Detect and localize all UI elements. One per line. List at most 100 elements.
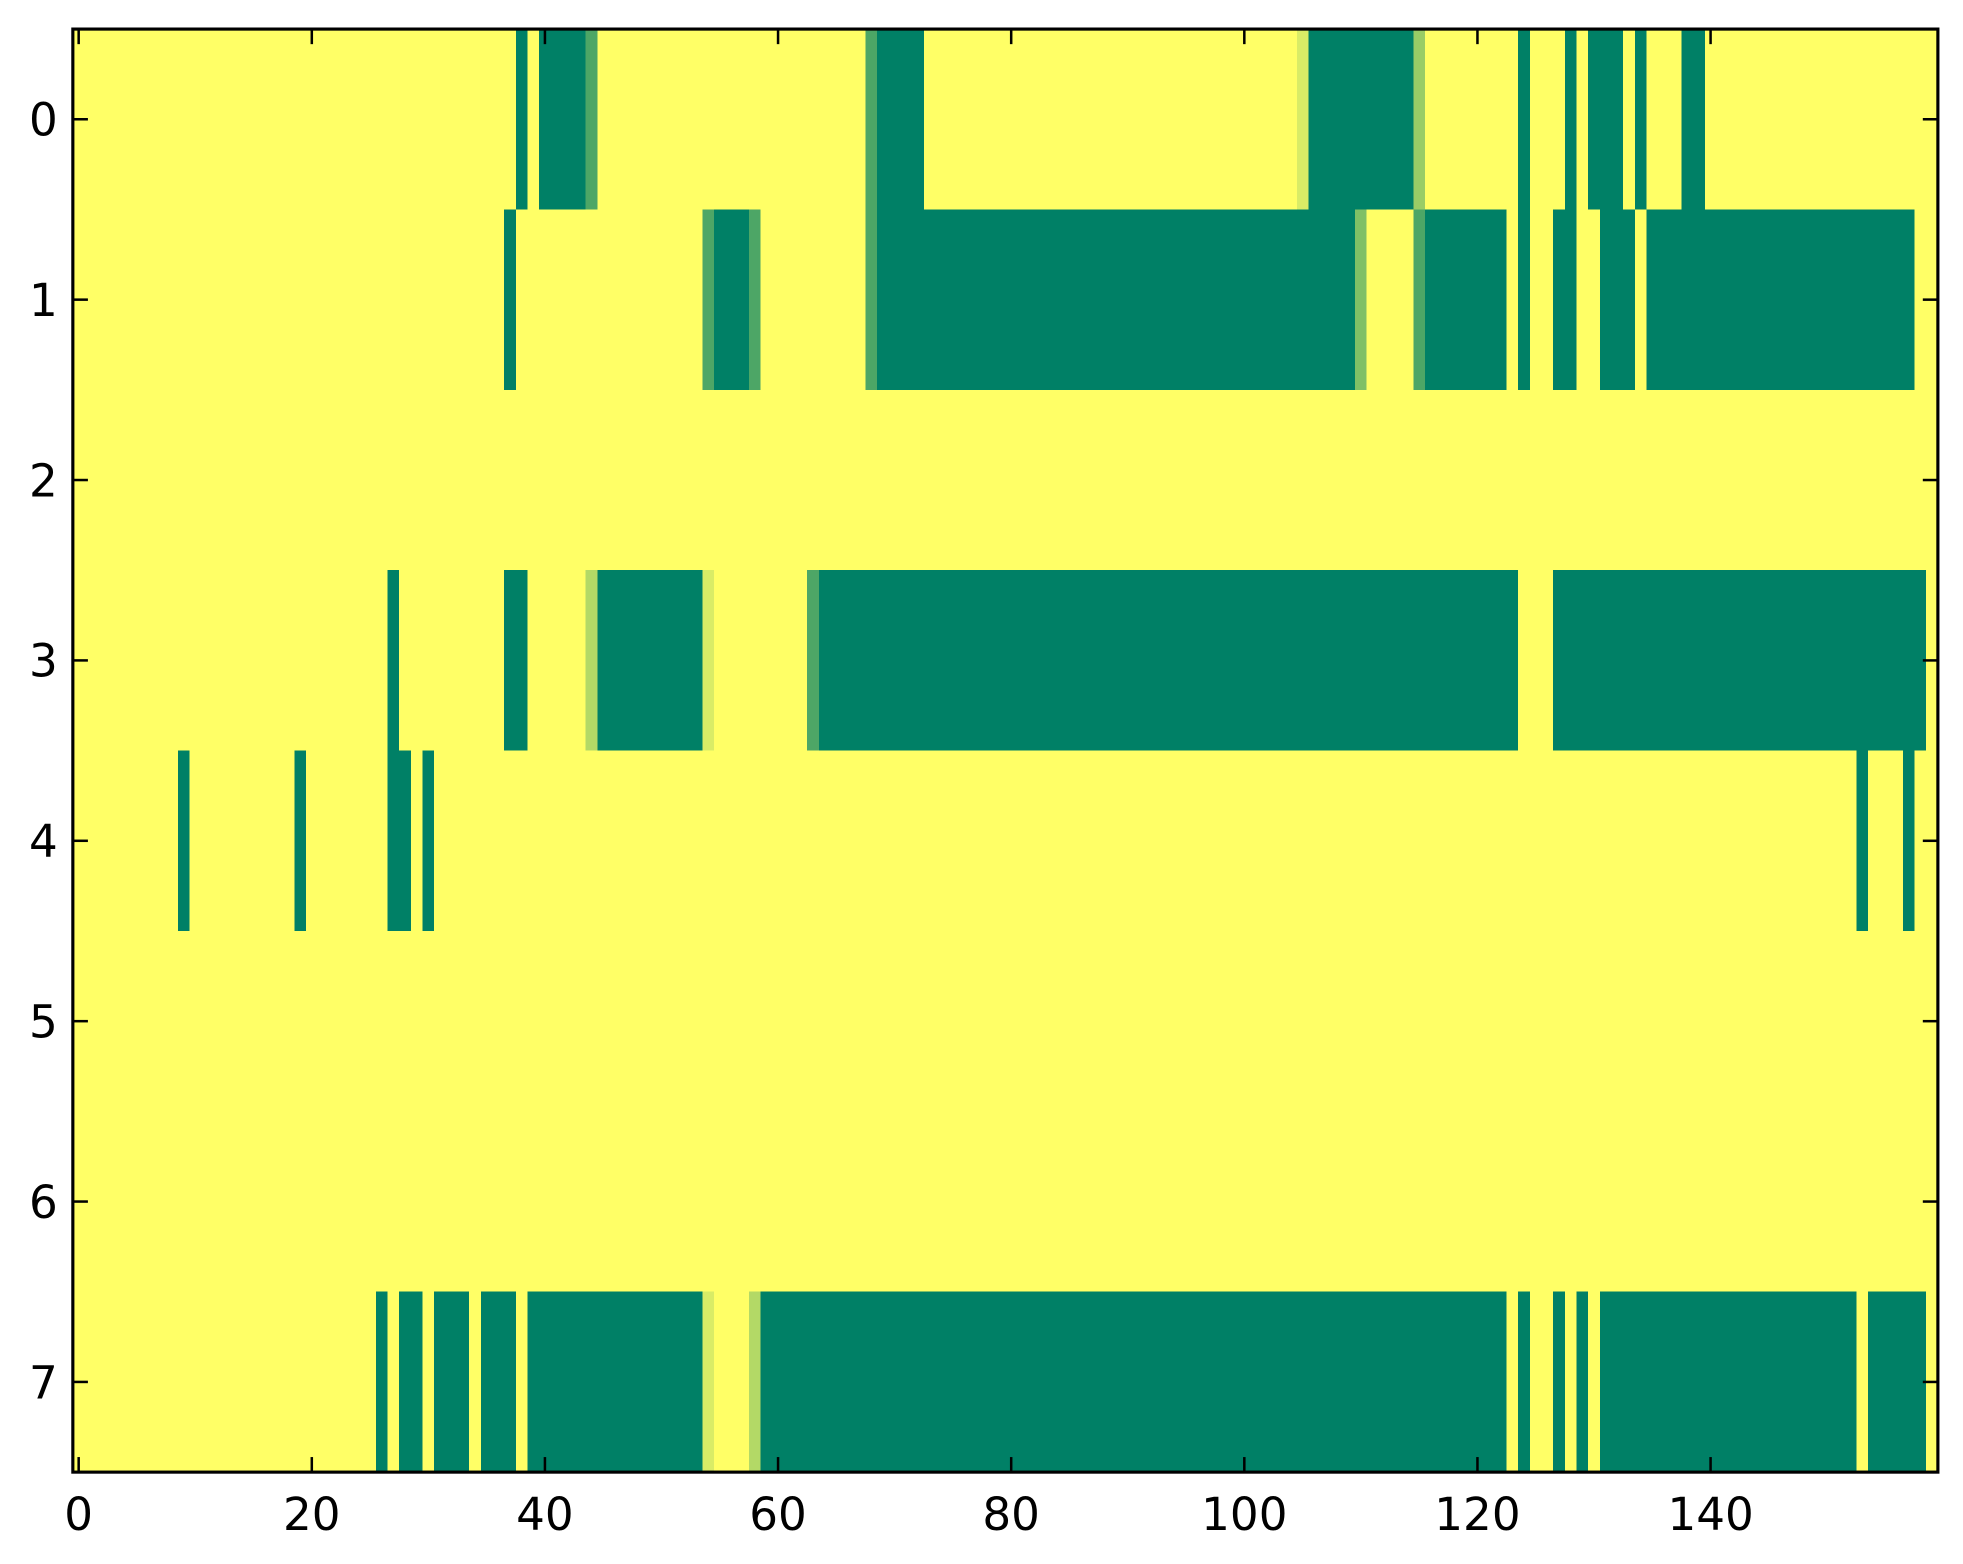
heatmap-cell: [1879, 1111, 1892, 1293]
heatmap-cell: [340, 209, 354, 391]
heatmap-cell: [1156, 570, 1170, 752]
y-tick-label: 5: [29, 996, 58, 1049]
heatmap-cell: [131, 1111, 144, 1293]
heatmap-cell: [1611, 750, 1624, 932]
heatmap-cell: [1634, 930, 1647, 1112]
heatmap-cell: [690, 1111, 703, 1293]
heatmap-cell: [1728, 389, 1741, 571]
heatmap-cell: [1261, 209, 1274, 391]
heatmap-cell: [422, 29, 435, 210]
heatmap-cell: [527, 29, 540, 210]
heatmap-cell: [1331, 209, 1344, 391]
heatmap-cell: [119, 1291, 132, 1473]
heatmap-cell: [1751, 1291, 1764, 1473]
heatmap-cell: [644, 29, 657, 210]
heatmap-cell: [993, 1291, 1006, 1473]
heatmap-cell: [1436, 930, 1449, 1112]
heatmap-cell: [550, 750, 563, 932]
heatmap-cell: [713, 209, 727, 391]
heatmap-cell: [1017, 570, 1030, 752]
heatmap-cell: [527, 1111, 540, 1293]
heatmap-cell: [958, 570, 971, 752]
heatmap-cell: [737, 570, 750, 752]
heatmap-cell: [515, 930, 528, 1112]
heatmap-cell: [550, 1111, 563, 1293]
heatmap-cell: [1273, 29, 1286, 210]
heatmap-cell: [690, 29, 703, 210]
heatmap-cell: [1716, 1111, 1729, 1293]
heatmap-cell: [702, 570, 715, 752]
heatmap-cell: [1599, 29, 1613, 210]
heatmap-cell: [1110, 209, 1123, 391]
heatmap-cell: [818, 29, 832, 210]
heatmap-cell: [900, 1111, 913, 1293]
heatmap-cell: [1529, 29, 1543, 210]
heatmap-cell: [236, 570, 249, 752]
heatmap-cell: [1856, 209, 1869, 391]
heatmap-cell: [212, 1291, 225, 1473]
heatmap-cell: [1541, 1291, 1554, 1473]
heatmap-cell: [900, 570, 913, 752]
heatmap-cell: [1623, 29, 1636, 210]
heatmap-cell: [713, 750, 727, 932]
heatmap-cell: [247, 930, 260, 1112]
heatmap-cell: [212, 29, 225, 210]
heatmap-cell: [1390, 570, 1403, 752]
heatmap-cell: [1553, 930, 1566, 1112]
heatmap-cell: [702, 1291, 715, 1473]
heatmap-cell: [539, 1111, 552, 1293]
heatmap-cell: [1051, 750, 1065, 932]
heatmap-cell: [96, 750, 109, 932]
heatmap-cell: [1238, 1111, 1251, 1293]
heatmap-cell: [760, 209, 773, 391]
heatmap-cell: [655, 1291, 668, 1473]
heatmap-cell: [1658, 389, 1671, 571]
heatmap-cell: [597, 1291, 610, 1473]
heatmap-cell: [667, 1291, 680, 1473]
heatmap-cell: [842, 750, 855, 932]
heatmap-cell: [142, 389, 155, 571]
heatmap-cell: [632, 209, 645, 391]
heatmap-cell: [1879, 570, 1892, 752]
heatmap-cell: [1564, 570, 1578, 752]
heatmap-cell: [1145, 1111, 1158, 1293]
heatmap-cell: [399, 1291, 412, 1473]
heatmap-cell: [504, 1291, 517, 1473]
heatmap-cell: [236, 209, 249, 391]
heatmap-cell: [1809, 29, 1822, 210]
heatmap-cell: [504, 1111, 517, 1293]
heatmap-cell: [154, 570, 167, 752]
heatmap-cell: [457, 570, 470, 752]
heatmap-cell: [667, 29, 680, 210]
heatmap-cell: [1774, 1291, 1787, 1473]
heatmap-cell: [1180, 29, 1193, 210]
heatmap-cell: [667, 209, 680, 391]
heatmap-cell: [107, 750, 120, 932]
heatmap-cell: [1075, 209, 1088, 391]
heatmap-cell: [1191, 750, 1205, 932]
heatmap-cell: [1366, 1291, 1379, 1473]
heatmap-cell: [107, 930, 120, 1112]
heatmap-cell: [1821, 389, 1834, 571]
heatmap-cell: [1576, 1111, 1589, 1293]
heatmap-cell: [247, 29, 260, 210]
heatmap-cell: [154, 1291, 167, 1473]
heatmap-cell: [1518, 1111, 1531, 1293]
heatmap-cell: [96, 29, 109, 210]
heatmap-cell: [1448, 1291, 1461, 1473]
heatmap-cell: [1121, 930, 1135, 1112]
heatmap-cell: [434, 209, 447, 391]
heatmap-cell: [340, 29, 354, 210]
x-tick-label: 140: [1667, 1488, 1753, 1541]
heatmap-cell: [1529, 750, 1543, 932]
heatmap-cell: [982, 750, 995, 932]
heatmap-cell: [1098, 209, 1111, 391]
heatmap-cell: [434, 1111, 447, 1293]
heatmap-cell: [177, 750, 190, 932]
heatmap-cell: [480, 570, 493, 752]
heatmap-cell: [1867, 1291, 1881, 1473]
heatmap-cell: [1203, 1111, 1216, 1293]
heatmap-cell: [1564, 389, 1578, 571]
heatmap-cell: [1856, 29, 1869, 210]
heatmap-cell: [900, 389, 913, 571]
